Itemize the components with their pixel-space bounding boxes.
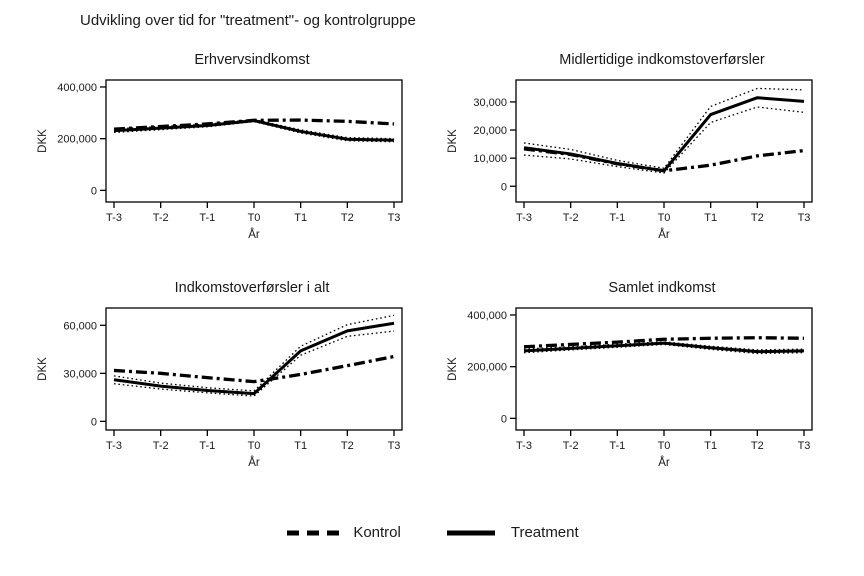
chart-plot-midlertidige-indkomstoverfoersler: 0 10,000 20,000 30,000 T-3 T-2 T-1 T0 T1 T2 T3 År DK… bbox=[447, 79, 813, 241]
y-axis-tick-label: 0 bbox=[501, 181, 507, 193]
x-axis-tick-label: T1 bbox=[294, 212, 307, 224]
x-axis-tick-label: T-1 bbox=[609, 440, 625, 452]
series-line-treatment bbox=[113, 119, 395, 142]
x-axis-tick-label: T1 bbox=[704, 212, 717, 224]
y-axis-tick-label: 400,000 bbox=[57, 82, 97, 94]
y-axis-tick-label: 30,000 bbox=[63, 368, 97, 380]
plot-area bbox=[515, 307, 813, 431]
series-line-treatment-ci-lower bbox=[523, 106, 805, 174]
y-axis-title: DKK bbox=[37, 129, 49, 153]
plot-area bbox=[105, 307, 403, 431]
x-axis-tick-label: T-2 bbox=[153, 440, 169, 452]
y-axis-title: DKK bbox=[447, 129, 459, 153]
y-axis-tick-label: 10,000 bbox=[473, 153, 507, 165]
chart-samlet-indkomst: Samlet indkomst 0 200,000 400,000 T-3 T-2 T-1… bbox=[434, 280, 844, 490]
y-axis-title: DKK bbox=[447, 357, 459, 381]
chart-title: Erhvervsindkomst bbox=[194, 52, 310, 68]
y-axis-tick-label: 30,000 bbox=[473, 97, 507, 109]
figure-title: Udvikling over tid for "treatment"- og k… bbox=[80, 12, 416, 29]
chart-plot-samlet-indkomst: 0 200,000 400,000 T-3 T-2 T-1 T0 T1 T2 T3 År DKK bbox=[447, 307, 813, 469]
x-axis-tick-label: T-2 bbox=[563, 212, 579, 224]
y-axis-tick-label: 20,000 bbox=[473, 125, 507, 137]
x-axis-tick-label: T-3 bbox=[516, 440, 532, 452]
x-axis-tick-label: T-3 bbox=[516, 212, 532, 224]
chart-plot-indkomstoverfoersler-i-alt: 0 30,000 60,000 T-3 T-2 T-1 T0 T1 T2 T3 År DKK bbox=[37, 307, 403, 469]
y-axis-tick-label: 400,000 bbox=[467, 310, 507, 322]
series-line-kontrol bbox=[113, 354, 395, 384]
x-axis-tick-label: T1 bbox=[704, 440, 717, 452]
plot-area bbox=[515, 79, 813, 203]
legend-label-treatment: Treatment bbox=[510, 524, 579, 541]
x-axis-tick-label: T0 bbox=[658, 440, 671, 452]
x-axis-title: År bbox=[658, 456, 670, 469]
x-axis-tick-label: T3 bbox=[388, 440, 401, 452]
chart-title: Midlertidige indkomstoverførsler bbox=[559, 52, 765, 68]
series-line-treatment bbox=[523, 341, 805, 354]
x-axis-tick-label: T-3 bbox=[106, 212, 122, 224]
y-axis-tick-label: 60,000 bbox=[63, 320, 97, 332]
y-axis-tick-label: 0 bbox=[91, 416, 97, 428]
chart-erhvervsindkomst: Erhvervsindkomst 0 200,000 400,000 T-3 T-2 T-… bbox=[24, 52, 434, 262]
x-axis-tick-label: T2 bbox=[341, 212, 354, 224]
legend-item-treatment: Treatment bbox=[443, 524, 579, 541]
x-axis-tick-label: T2 bbox=[751, 212, 764, 224]
y-axis-tick-label: 0 bbox=[501, 413, 507, 425]
x-axis-tick-label: T-1 bbox=[609, 212, 625, 224]
x-axis-tick-label: T3 bbox=[388, 212, 401, 224]
x-axis-tick-label: T-1 bbox=[199, 440, 215, 452]
series-line-treatment-ci-upper bbox=[523, 87, 805, 169]
x-axis-title: År bbox=[248, 456, 260, 469]
legend-item-kontrol: Kontrol bbox=[285, 524, 401, 541]
chart-indkomstoverfoersler-i-alt: Indkomstoverførsler i alt 0 30,000 60,000 T… bbox=[24, 280, 434, 490]
y-axis-tick-label: 200,000 bbox=[467, 362, 507, 374]
x-axis-title: År bbox=[248, 228, 260, 241]
x-axis-tick-label: T2 bbox=[341, 440, 354, 452]
chart-plot-erhvervsindkomst: 0 200,000 400,000 T-3 T-2 T-1 T0 T1 T2 T3 År DKK bbox=[37, 79, 403, 241]
series-line-treatment-ci-upper bbox=[523, 341, 805, 351]
plot-area bbox=[105, 79, 403, 203]
y-axis-title: DKK bbox=[37, 357, 49, 381]
legend-label-kontrol: Kontrol bbox=[353, 524, 401, 541]
series-line-treatment bbox=[523, 96, 805, 173]
x-axis-tick-label: T0 bbox=[658, 212, 671, 224]
series-line-kontrol bbox=[523, 336, 805, 349]
x-axis-tick-label: T1 bbox=[294, 440, 307, 452]
series-line-treatment bbox=[113, 321, 395, 396]
dashed-line-swatch-icon bbox=[287, 530, 340, 535]
solid-line-swatch-icon bbox=[446, 530, 495, 535]
y-axis-tick-label: 200,000 bbox=[57, 134, 97, 146]
x-axis-tick-label: T2 bbox=[751, 440, 764, 452]
charts-grid: Erhvervsindkomst 0 200,000 400,000 T-3 T-2 T-… bbox=[24, 52, 844, 490]
x-axis-tick-label: T0 bbox=[248, 440, 261, 452]
series-line-treatment-ci-upper bbox=[113, 314, 395, 392]
y-axis-tick-label: 0 bbox=[91, 185, 97, 197]
x-axis-tick-label: T-1 bbox=[199, 212, 215, 224]
x-axis-tick-label: T-2 bbox=[153, 212, 169, 224]
chart-title: Samlet indkomst bbox=[608, 280, 716, 296]
chart-title: Indkomstoverførsler i alt bbox=[174, 280, 330, 296]
x-axis-tick-label: T0 bbox=[248, 212, 261, 224]
x-axis-tick-label: T-3 bbox=[106, 440, 122, 452]
x-axis-title: År bbox=[658, 228, 670, 241]
x-axis-tick-label: T3 bbox=[798, 440, 811, 452]
x-axis-tick-label: T-2 bbox=[563, 440, 579, 452]
legend: Kontrol Treatment bbox=[0, 524, 864, 541]
x-axis-tick-label: T3 bbox=[798, 212, 811, 224]
series-line-treatment-ci-lower bbox=[523, 343, 805, 355]
chart-midlertidige-indkomstoverfoersler: Midlertidige indkomstoverførsler 0 10,000… bbox=[434, 52, 844, 262]
